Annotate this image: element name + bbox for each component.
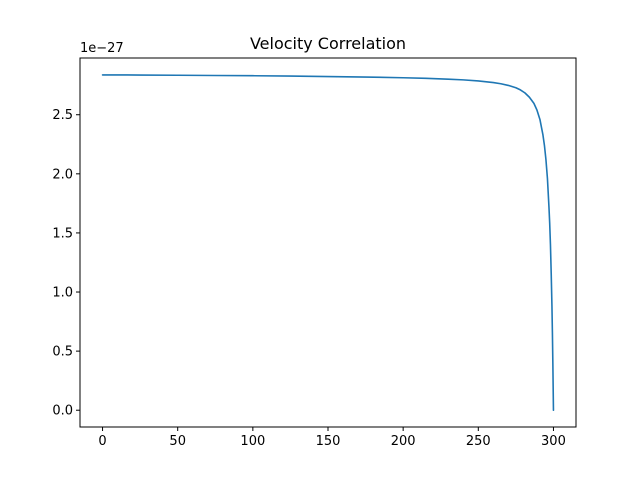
y-tick-label: 2.5 [52,108,73,123]
x-tick-label: 250 [466,434,491,449]
y-tick-label: 0.5 [52,345,73,360]
chart-title: Velocity Correlation [250,34,406,53]
axes-frame [79,57,577,428]
x-tick-label: 0 [98,434,106,449]
y-axis-ticks: 0.0 0.5 1.0 1.5 2.0 2.5 [52,108,80,419]
x-axis-ticks: 0 50 100 150 200 250 300 [98,427,566,449]
plot-area [101,74,555,412]
y-axis-offset-label: 1e−27 [80,41,124,56]
x-tick-label: 100 [240,434,265,449]
x-tick-label: 150 [316,434,341,449]
x-tick-label: 300 [541,434,566,449]
x-tick-label: 200 [391,434,416,449]
y-tick-label: 1.0 [52,286,73,301]
y-tick-label: 2.0 [52,167,73,182]
x-tick-label: 50 [169,434,186,449]
y-tick-label: 0.0 [52,404,73,419]
series-line [101,74,555,412]
y-tick-label: 1.5 [52,226,73,241]
